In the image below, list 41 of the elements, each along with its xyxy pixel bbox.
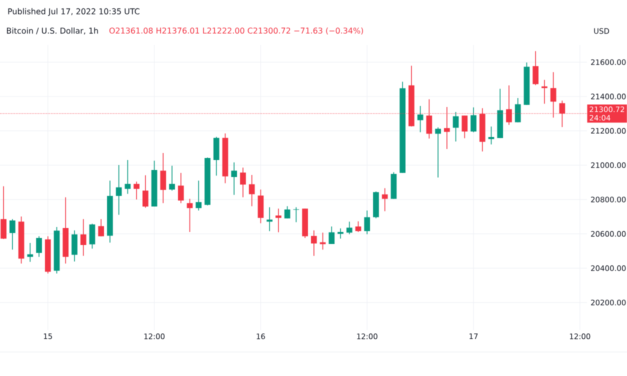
candlestick: [328, 226, 335, 244]
candlestick: [89, 223, 96, 250]
candlestick: [72, 230, 78, 262]
candlestick: [435, 127, 441, 178]
candlestick: [27, 242, 34, 262]
candlestick: [0, 186, 6, 240]
candlestick: [134, 181, 140, 200]
candlestick: [80, 218, 86, 256]
candlestick: [258, 189, 264, 224]
candlestick: [240, 167, 246, 198]
candlestick: [266, 206, 272, 232]
candlestick: [276, 208, 282, 233]
candlestick: [116, 164, 122, 216]
candlestick: [532, 50, 539, 86]
candlestick: [470, 106, 476, 133]
candlestick: [178, 172, 184, 204]
candlestick: [196, 180, 202, 211]
candlestick: [98, 218, 104, 237]
candlestick: [488, 126, 494, 145]
candlestick: [248, 174, 255, 207]
candlestick: [231, 162, 238, 196]
candlestick: [284, 206, 290, 219]
candlestick: [213, 136, 220, 176]
candlestick: [186, 198, 193, 232]
candlestick: [514, 98, 521, 123]
candlestick: [36, 236, 42, 258]
candlestick: [417, 106, 424, 133]
candlestick: [338, 228, 344, 240]
candlestick: [142, 174, 148, 208]
candlestick: [355, 220, 362, 232]
candlestick: [452, 112, 459, 142]
candlestick: [9, 218, 16, 250]
candlestick: [293, 206, 300, 223]
candlestick: [310, 230, 317, 256]
candlestick: [364, 210, 370, 235]
candlestick: [160, 152, 166, 204]
candlestick: [346, 221, 352, 235]
candlestick: [542, 79, 548, 104]
candlestick: [169, 165, 175, 191]
candlestick: [124, 160, 131, 194]
candlestick: [382, 188, 388, 212]
